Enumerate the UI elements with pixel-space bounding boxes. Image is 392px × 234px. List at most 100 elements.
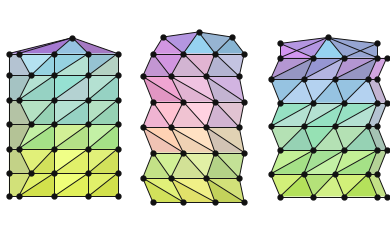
Polygon shape [143,153,171,178]
Polygon shape [163,32,198,54]
Polygon shape [206,153,239,178]
Polygon shape [344,79,377,103]
Polygon shape [143,178,183,202]
Polygon shape [304,58,344,79]
Polygon shape [368,150,387,174]
Polygon shape [270,103,313,127]
Polygon shape [344,174,377,197]
Polygon shape [206,127,244,153]
Polygon shape [54,54,88,76]
Polygon shape [270,79,304,103]
Polygon shape [270,103,313,127]
Polygon shape [368,127,387,150]
Polygon shape [54,38,88,54]
Polygon shape [19,173,54,196]
Polygon shape [54,100,88,124]
Polygon shape [328,37,377,58]
Polygon shape [206,76,244,102]
Polygon shape [368,79,387,103]
Polygon shape [31,54,54,76]
Polygon shape [31,100,54,124]
Polygon shape [171,127,215,153]
Polygon shape [153,102,183,127]
Polygon shape [280,174,313,197]
Polygon shape [335,58,377,79]
Polygon shape [335,127,368,150]
Polygon shape [270,58,313,79]
Polygon shape [335,58,377,79]
Polygon shape [313,37,344,58]
Polygon shape [270,58,313,79]
Polygon shape [88,173,118,196]
Polygon shape [153,37,183,54]
Polygon shape [335,79,368,103]
Polygon shape [9,149,31,173]
Polygon shape [19,38,73,54]
Polygon shape [143,76,183,102]
Polygon shape [206,102,239,127]
Polygon shape [19,76,54,100]
Polygon shape [88,100,118,124]
Polygon shape [54,76,88,100]
Polygon shape [270,174,304,197]
Polygon shape [215,54,244,76]
Polygon shape [54,76,88,100]
Polygon shape [143,102,171,127]
Polygon shape [171,127,215,153]
Polygon shape [9,38,73,54]
Polygon shape [344,127,377,150]
Polygon shape [143,76,183,102]
Polygon shape [206,127,244,153]
Polygon shape [270,150,313,174]
Polygon shape [19,76,54,100]
Polygon shape [19,100,54,124]
Polygon shape [9,54,31,76]
Polygon shape [215,153,244,178]
Polygon shape [143,178,183,202]
Polygon shape [280,79,313,103]
Polygon shape [183,102,215,127]
Polygon shape [335,150,377,174]
Polygon shape [88,76,118,100]
Polygon shape [304,58,344,79]
Polygon shape [206,178,244,202]
Polygon shape [54,124,88,149]
Polygon shape [368,174,387,197]
Polygon shape [171,76,215,102]
Polygon shape [54,149,88,173]
Polygon shape [153,54,183,76]
Polygon shape [88,54,118,76]
Polygon shape [304,79,335,103]
Polygon shape [19,54,54,76]
Polygon shape [313,174,344,197]
Polygon shape [171,102,206,127]
Polygon shape [206,76,244,102]
Polygon shape [143,127,183,153]
Polygon shape [206,54,239,76]
Polygon shape [54,54,88,76]
Polygon shape [54,173,88,196]
Polygon shape [31,149,54,173]
Polygon shape [9,100,31,124]
Polygon shape [335,103,377,127]
Polygon shape [9,173,31,196]
Polygon shape [88,149,118,173]
Polygon shape [270,150,313,174]
Polygon shape [183,153,215,178]
Polygon shape [215,102,244,127]
Polygon shape [206,178,244,202]
Polygon shape [171,178,215,202]
Polygon shape [171,178,215,202]
Polygon shape [304,103,344,127]
Polygon shape [313,79,344,103]
Polygon shape [88,124,118,149]
Polygon shape [153,153,183,178]
Polygon shape [143,127,183,153]
Polygon shape [88,76,118,100]
Polygon shape [19,124,54,149]
Polygon shape [280,127,313,150]
Polygon shape [335,174,368,197]
Polygon shape [304,174,335,197]
Polygon shape [54,149,88,173]
Polygon shape [88,124,118,149]
